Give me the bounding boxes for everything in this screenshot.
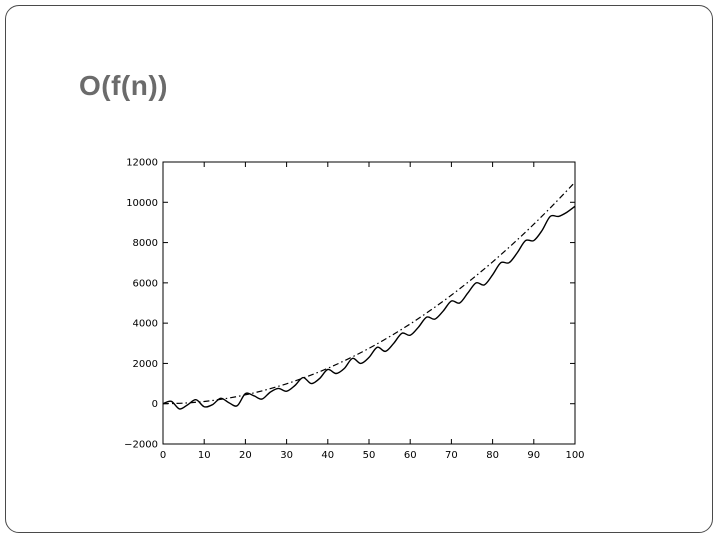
x-tick-label: 60 bbox=[404, 450, 417, 461]
x-tick-label: 50 bbox=[363, 450, 376, 461]
y-tick-label: 8000 bbox=[133, 238, 158, 249]
x-tick-label: 100 bbox=[565, 450, 584, 461]
x-tick-label: 40 bbox=[321, 450, 334, 461]
y-tick-label: 6000 bbox=[133, 278, 158, 289]
y-tick-label: 2000 bbox=[133, 359, 158, 370]
x-tick-label: 10 bbox=[198, 450, 211, 461]
x-tick-label: 30 bbox=[280, 450, 293, 461]
y-tick-label: −2000 bbox=[124, 440, 158, 451]
tick-labels: 0 10 20 30 40 50 60 70 80 90 100−20000200040006000… bbox=[124, 158, 584, 462]
series-dashdot-line bbox=[162, 181, 576, 405]
x-tick-label: 20 bbox=[239, 450, 252, 461]
plot-frame bbox=[162, 161, 576, 445]
axes bbox=[162, 161, 576, 445]
x-tick-label: 90 bbox=[527, 450, 540, 461]
x-tick-label: 80 bbox=[486, 450, 499, 461]
plot-area bbox=[162, 181, 576, 410]
y-tick-label: 0 bbox=[152, 399, 158, 410]
series-solid-line bbox=[162, 205, 576, 410]
slide-frame bbox=[5, 5, 713, 533]
slide-title: O(f(n)) bbox=[79, 70, 169, 101]
y-tick-label: 10000 bbox=[126, 198, 158, 209]
y-tick-label: 4000 bbox=[133, 319, 158, 330]
chart: 0 10 20 30 40 50 60 70 80 90 100−20000200040006000… bbox=[124, 158, 584, 462]
y-tick-label: 12000 bbox=[126, 158, 158, 169]
x-tick-label: 70 bbox=[445, 450, 458, 461]
x-tick-label: 0 bbox=[160, 450, 166, 461]
